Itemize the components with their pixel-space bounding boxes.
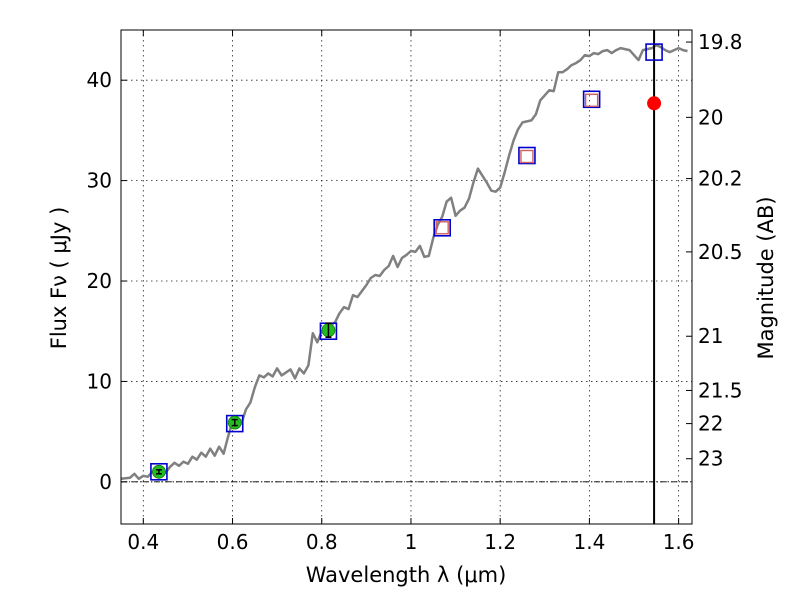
model-photometry-marker: [433, 219, 451, 237]
plot-frame: [120, 29, 693, 525]
x-axis-label: Wavelength λ (μm): [306, 563, 507, 587]
right-tick-label: 20: [698, 105, 723, 129]
x-tick-label: 1.6: [663, 530, 695, 554]
right-tick-label: 20.5: [698, 240, 743, 264]
x-tick-label: 0.6: [217, 530, 249, 554]
right-tick-label: 23: [698, 447, 723, 471]
x-tick-label: 0.8: [306, 530, 338, 554]
nir-photometry-marker: [584, 93, 599, 107]
model-photometry-marker: [225, 414, 244, 433]
x-tick-label: 1.4: [573, 530, 605, 554]
y-tick-label: 40: [87, 68, 112, 92]
y-tick-label: 30: [87, 169, 112, 193]
right-tick-label: 21: [698, 324, 723, 348]
nir-photometry-marker: [520, 149, 534, 164]
spectrum-line: [120, 43, 688, 481]
y-axis-label: Flux Fν ( μJy ): [47, 207, 71, 350]
y-axis-label-right: Magnitude (AB): [754, 196, 778, 359]
model-photometry-marker: [518, 146, 536, 165]
right-tick-label: 19.8: [698, 30, 743, 54]
nir-photometry-marker: [435, 221, 449, 235]
right-tick-label: 21.5: [698, 378, 743, 402]
right-tick-label: 20.2: [698, 167, 743, 191]
red-data-point: [647, 96, 662, 111]
plot-layer: [120, 30, 692, 524]
x-tick-label: 1.2: [484, 530, 516, 554]
model-photometry-marker: [582, 90, 601, 109]
y-tick-label: 10: [87, 369, 112, 393]
y-tick-label: 0: [99, 470, 112, 494]
grid-layer: [121, 30, 692, 524]
x-tick-label: 0.4: [127, 530, 159, 554]
model-photometry-marker: [150, 462, 168, 481]
tick-layer: 0.4 0.6 0.8 1 1.2 1.4 1.6 0 10 20 30 40 19.8 20 20.2 20…: [87, 30, 743, 554]
x-tick-label: 1: [405, 530, 418, 554]
model-photometry-marker: [645, 43, 663, 61]
y-tick-label: 20: [87, 269, 112, 293]
right-tick-label: 22: [698, 412, 723, 436]
